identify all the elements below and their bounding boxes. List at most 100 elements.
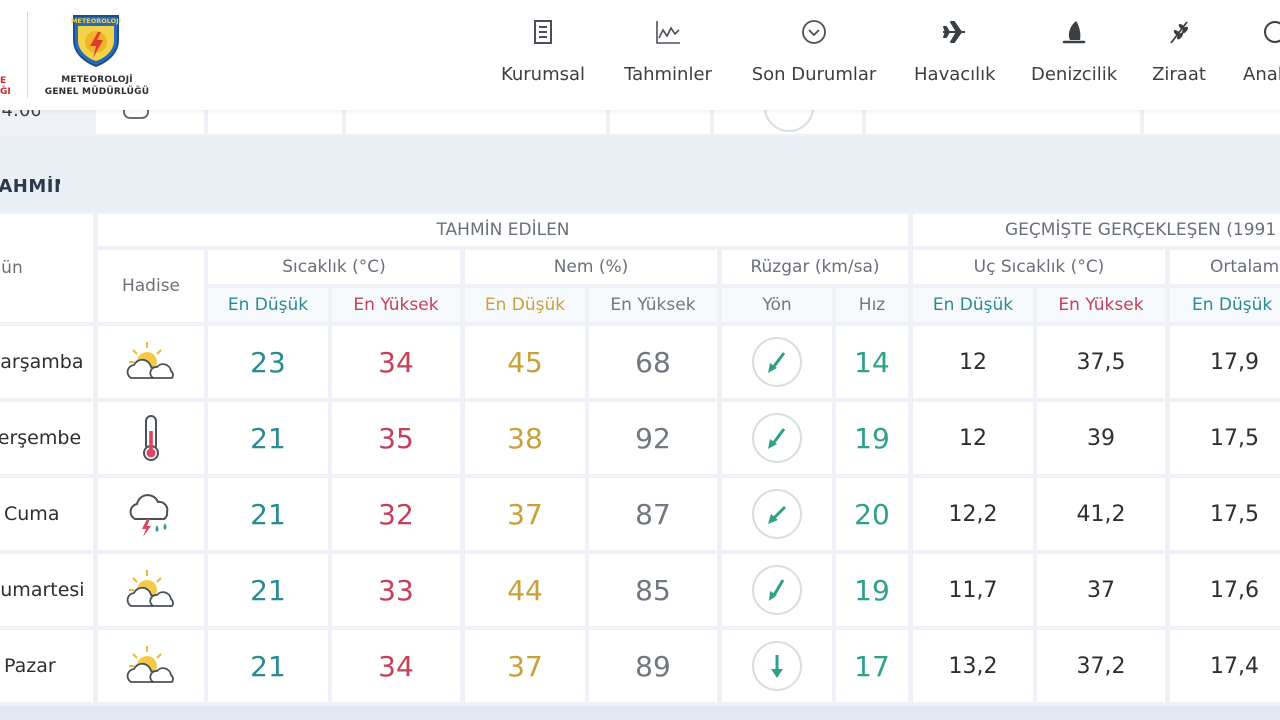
nav-son-durumlar[interactable]: Son Durumlar <box>751 18 877 88</box>
average-min: 17,9 <box>1170 326 1280 398</box>
event-cell <box>98 478 204 550</box>
wind-direction <box>722 402 832 474</box>
prev-cell <box>714 82 862 134</box>
document-icon <box>534 20 552 44</box>
nav-denizcilik[interactable]: Denizcilik <box>1031 18 1117 88</box>
temp-max: 33 <box>332 554 460 626</box>
wind-direction <box>722 326 832 398</box>
arrow-southwest-icon <box>768 505 787 524</box>
chart-icon <box>656 21 680 44</box>
temp-min: 21 <box>208 402 328 474</box>
table-footer-band <box>0 706 1280 720</box>
nav-havacilik[interactable]: Havacılık <box>914 18 996 88</box>
event-cell <box>98 402 204 474</box>
sub-temp-max: En Yüksek <box>332 288 460 322</box>
temp-min: 21 <box>208 478 328 550</box>
extreme-min: 12 <box>913 402 1033 474</box>
sub-extreme-max: En Yüksek <box>1037 288 1165 322</box>
temp-min: 21 <box>208 554 328 626</box>
temp-min: 23 <box>208 326 328 398</box>
event-cell <box>98 630 204 702</box>
section-title: TAHMİN <box>0 176 60 197</box>
wind-speed: 20 <box>836 478 908 550</box>
header-wind: Rüzgar (km/sa) <box>722 250 908 284</box>
header-temperature: Sıcaklık (°C) <box>208 250 460 284</box>
temp-max: 34 <box>332 630 460 702</box>
sub-humidity-min: En Düşük <box>465 288 585 322</box>
prev-cell <box>96 103 204 134</box>
sub-humidity-max: En Yüksek <box>589 288 717 322</box>
humidity-max: 89 <box>589 630 717 702</box>
wind-speed: 17 <box>836 630 908 702</box>
airplane-icon <box>943 21 965 43</box>
sub-wind-speed: Hız <box>836 288 908 322</box>
sub-extreme-min: En Düşük <box>913 288 1033 322</box>
nav-tahminler[interactable]: Tahminler <box>622 18 714 88</box>
extreme-min: 11,7 <box>913 554 1033 626</box>
wind-direction <box>722 630 832 702</box>
average-min: 17,6 <box>1170 554 1280 626</box>
nav-kurumsal[interactable]: Kurumsal <box>500 18 586 88</box>
sub-wind-direction: Yön <box>722 288 832 322</box>
prev-cell <box>1144 110 1280 134</box>
temp-max: 34 <box>332 326 460 398</box>
wind-speed: 19 <box>836 402 908 474</box>
temp-max: 35 <box>332 402 460 474</box>
extreme-min: 12 <box>913 326 1033 398</box>
prev-cell <box>866 110 1140 134</box>
header-past: GEÇMİŞTE GERÇEKLEŞEN (1991 <box>913 214 1280 246</box>
partly-cloudy-icon <box>126 646 174 683</box>
average-min: 17,4 <box>1170 630 1280 702</box>
extreme-max: 41,2 <box>1037 478 1165 550</box>
circle-icon <box>1264 21 1280 43</box>
table-row-day: Çarşamba <box>0 326 93 398</box>
prev-cell <box>610 110 710 134</box>
event-cell <box>98 326 204 398</box>
sail-icon <box>1062 21 1086 44</box>
header-predicted: TAHMİN EDİLEN <box>98 214 908 246</box>
temp-max: 32 <box>332 478 460 550</box>
humidity-max: 87 <box>589 478 717 550</box>
nav-analiz[interactable]: Anal <box>1243 18 1280 88</box>
prev-cell <box>208 110 342 134</box>
svg-text:METEOROLOJİ: METEOROLOJİ <box>71 16 121 25</box>
partly-cloudy-icon <box>126 342 174 379</box>
check-circle-icon <box>802 20 826 44</box>
org-name: METEOROLOJİ GENEL MÜDÜRLÜĞÜ <box>44 75 150 97</box>
humidity-max: 92 <box>589 402 717 474</box>
humidity-min: 44 <box>465 554 585 626</box>
site-header: E ĞI METEOROLOJİ METEOROLOJİ GENEL MÜDÜR… <box>0 0 1280 110</box>
extreme-max: 39 <box>1037 402 1165 474</box>
table-row-day: Cuma <box>0 478 93 550</box>
sub-average-min: En Düşük <box>1170 288 1280 322</box>
arrow-southwest-icon <box>769 579 785 601</box>
sub-temp-min: En Düşük <box>208 288 328 322</box>
humidity-max: 85 <box>589 554 717 626</box>
header-extreme-temp: Uç Sıcaklık (°C) <box>913 250 1165 284</box>
extreme-min: 12,2 <box>913 478 1033 550</box>
average-min: 17,5 <box>1170 478 1280 550</box>
table-row-day: Cumartesi <box>0 554 93 626</box>
nav-ziraat[interactable]: Ziraat <box>1152 18 1206 88</box>
wind-direction <box>722 478 832 550</box>
header-divider <box>27 12 28 98</box>
table-row-day: Pazar <box>0 630 93 702</box>
humidity-min: 37 <box>465 630 585 702</box>
average-min: 17,5 <box>1170 402 1280 474</box>
temp-min: 21 <box>208 630 328 702</box>
prev-cell <box>346 110 606 134</box>
brand-fragment: E ĞI <box>0 76 11 97</box>
extreme-max: 37,2 <box>1037 630 1165 702</box>
wind-direction <box>722 554 832 626</box>
event-cell <box>98 554 204 626</box>
humidity-max: 68 <box>589 326 717 398</box>
mgm-logo[interactable]: METEOROLOJİ <box>70 10 122 68</box>
header-average: Ortalam <box>1170 250 1280 284</box>
wheat-icon <box>1170 21 1188 44</box>
humidity-min: 37 <box>465 478 585 550</box>
thermometer-icon <box>143 415 159 461</box>
thunderstorm-icon <box>129 494 169 537</box>
arrow-southwest-icon <box>768 428 786 449</box>
arrow-south-icon <box>771 655 783 678</box>
extreme-max: 37,5 <box>1037 326 1165 398</box>
